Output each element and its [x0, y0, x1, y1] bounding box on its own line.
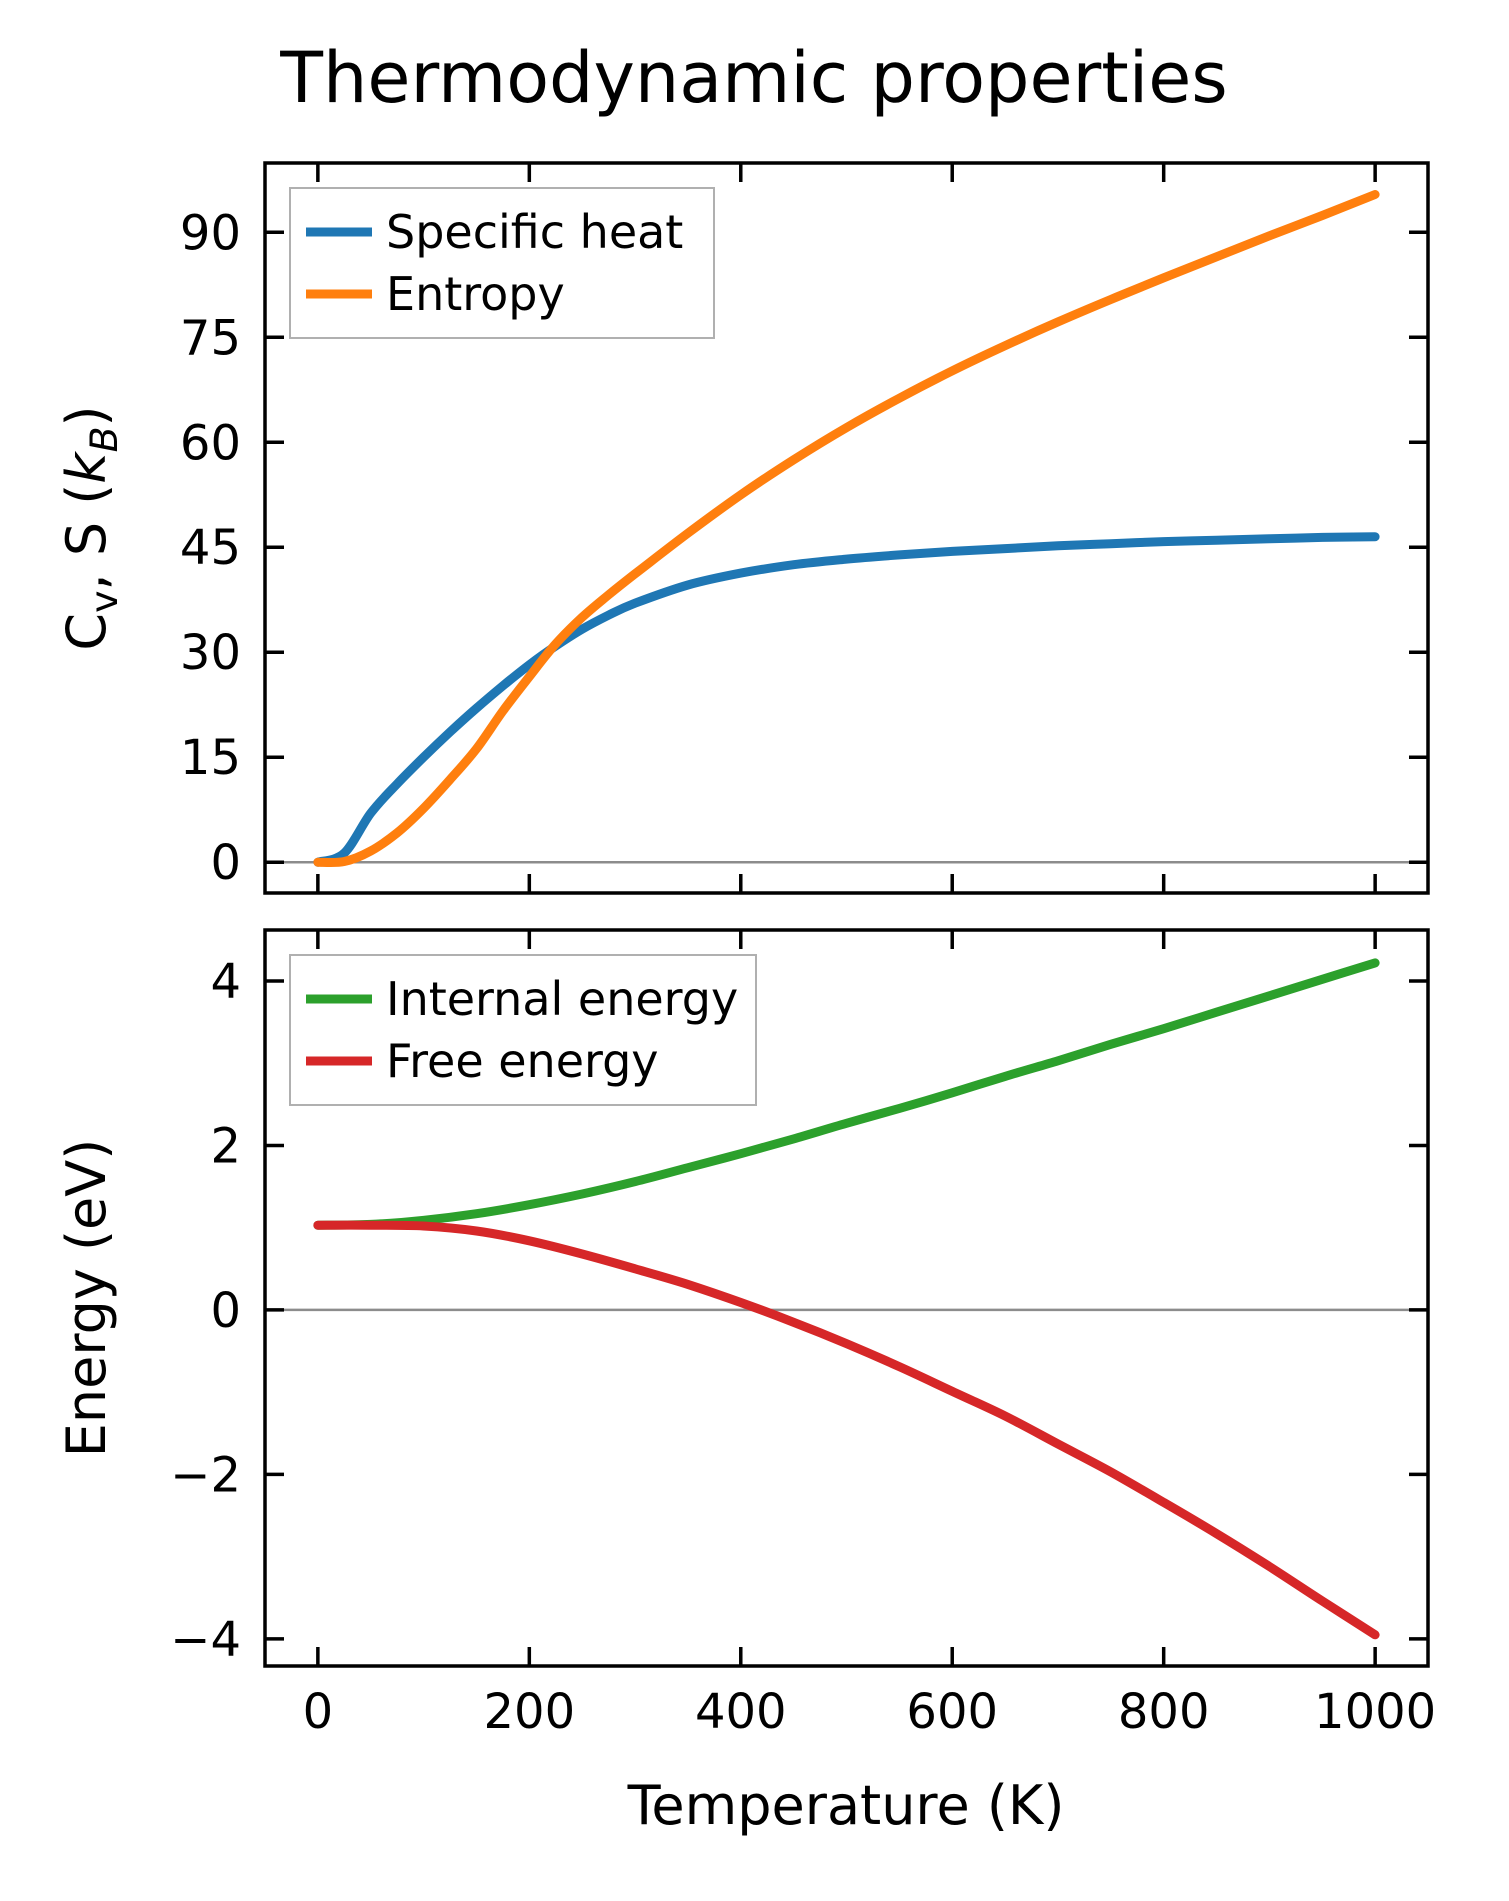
bottom-subplot: 0 200 400 600 800 1000 −4 −2 0 2 4 Energy (eV) Inter… — [55, 928, 1436, 1740]
legend-label-free-energy: Free energy — [386, 1034, 659, 1088]
legend: Internal energy Free energy — [289, 954, 757, 1106]
y-tick-label: 45 — [180, 520, 241, 576]
y-tick-label: 60 — [180, 415, 241, 471]
x-tick-label: 0 — [303, 1684, 334, 1740]
x-tick-label: 400 — [695, 1684, 787, 1740]
legend: Specific heat Entropy — [289, 187, 715, 339]
legend-frame — [289, 954, 757, 1106]
x-tick-label: 1000 — [1314, 1684, 1436, 1740]
y-axis-label-top: Cv, S (kB) — [55, 405, 126, 650]
legend-label-specific-heat: Specific heat — [386, 205, 683, 259]
free-energy-curve — [313, 1220, 1380, 1640]
specific-heat-curve — [313, 532, 1380, 867]
top-subplot: 0 15 30 45 60 75 90 Cv, S (kB) Specific heat Entr… — [55, 161, 1430, 895]
x-tick-label: 800 — [1118, 1684, 1210, 1740]
y-tick-label: −4 — [170, 1612, 241, 1668]
y-tick-label: 2 — [210, 1118, 241, 1174]
y-tick-label: 15 — [180, 730, 241, 786]
y-tick-label: 0 — [210, 835, 241, 891]
subplots-root: 0 15 30 45 60 75 90 Cv, S (kB) Specific heat Entr… — [55, 161, 1436, 1740]
plot-border — [263, 161, 1430, 895]
legend-frame — [289, 187, 715, 339]
x-axis-label: Temperature (K) — [627, 1774, 1065, 1837]
internal-energy-curve — [313, 958, 1380, 1230]
y-tick-label: 4 — [210, 954, 241, 1010]
y-tick-label: 30 — [180, 625, 241, 681]
y-axis-label-bottom: Energy (eV) — [55, 1139, 118, 1458]
y-tick-label: 0 — [210, 1283, 241, 1339]
legend-label-entropy: Entropy — [386, 267, 565, 321]
figure-title: Thermodynamic properties — [279, 37, 1227, 119]
y-tick-label: 75 — [180, 310, 241, 366]
plot-border — [263, 928, 1430, 1668]
legend-label-internal-energy: Internal energy — [386, 972, 738, 1026]
x-tick-label: 600 — [906, 1684, 998, 1740]
entropy-curve — [313, 190, 1380, 868]
y-tick-label: 90 — [180, 205, 241, 261]
y-tick-label: −2 — [170, 1447, 241, 1503]
x-tick-label: 200 — [484, 1684, 576, 1740]
